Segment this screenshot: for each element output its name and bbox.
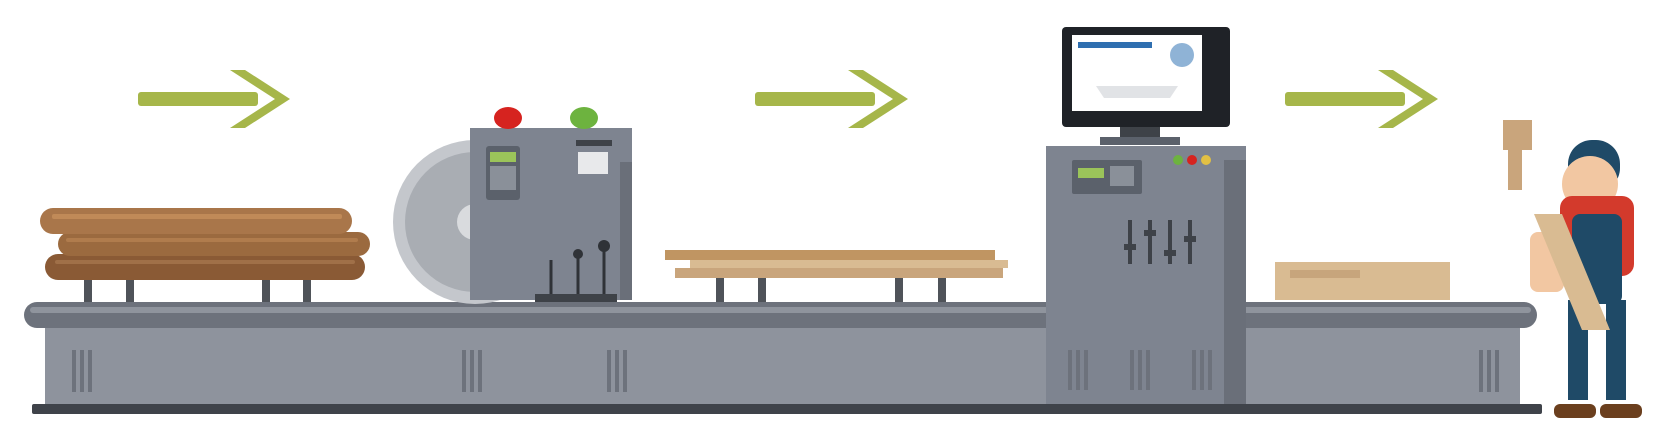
green-button	[570, 107, 598, 129]
control-machine-icon	[1046, 146, 1246, 404]
conveyor-belt	[24, 302, 1542, 414]
arrow-right-icon	[755, 70, 908, 128]
arrow-right-icon	[1285, 70, 1438, 128]
monitor-icon	[1062, 27, 1230, 145]
cut-wood-pieces	[1275, 262, 1450, 300]
log-pile-icon	[40, 208, 370, 302]
worker-icon	[1503, 120, 1642, 418]
red-button	[494, 107, 522, 129]
saw-machine	[470, 107, 632, 302]
arrow-right-icon	[138, 70, 290, 128]
plank-stack	[665, 250, 1008, 302]
